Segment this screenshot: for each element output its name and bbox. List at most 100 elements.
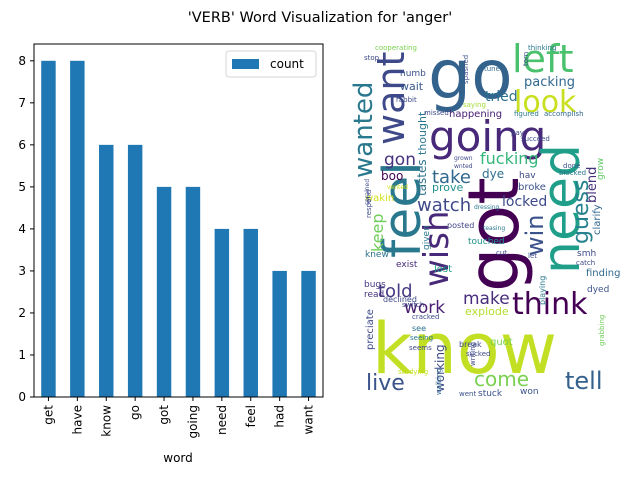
cloud-word-teasing: teasing bbox=[483, 225, 505, 232]
x-tick-label: get bbox=[41, 405, 55, 425]
cloud-word-know: know bbox=[372, 308, 557, 390]
cloud-word-seeing: seeing bbox=[410, 334, 433, 342]
cloud-word-make: make bbox=[463, 289, 510, 309]
cloud-word-stop: stop bbox=[364, 54, 380, 62]
cloud-word-finding: finding bbox=[586, 268, 620, 279]
cloud-word-blocked: blocked bbox=[559, 169, 586, 177]
cloud-word-lost: lost bbox=[434, 264, 452, 275]
cloud-word-sprained: sprained bbox=[364, 179, 371, 205]
cloud-word-tell: tell bbox=[565, 367, 603, 395]
cloud-word-missed: missed bbox=[424, 109, 449, 117]
y-tick-label: 3 bbox=[18, 264, 26, 278]
cloud-word-see: see bbox=[412, 324, 426, 333]
x-tick-label: go bbox=[128, 405, 142, 420]
bar-have bbox=[70, 60, 85, 398]
figure-title: 'VERB' Word Visualization for 'anger' bbox=[188, 10, 452, 26]
cloud-word-numb: numb bbox=[400, 69, 426, 79]
cloud-word-grown: grown bbox=[454, 155, 473, 162]
cloud-word-thinking: thinking bbox=[528, 44, 556, 52]
cloud-word-got: got bbox=[453, 177, 535, 292]
cloud-word-declined: declined bbox=[383, 295, 417, 304]
cloud-word-explode: explode bbox=[465, 305, 509, 318]
cloud-word-prove: prove bbox=[432, 181, 464, 194]
bar-know bbox=[99, 144, 114, 397]
cloud-word-vented: vented bbox=[387, 184, 408, 191]
cloud-word-left: left bbox=[512, 37, 574, 81]
bar-going bbox=[185, 186, 201, 397]
cloud-word-gon: gon bbox=[384, 150, 416, 170]
cloud-word-fucking: fucking bbox=[480, 149, 539, 168]
cloud-word-rabbit: rabbit bbox=[396, 96, 417, 104]
plot-frame bbox=[33, 43, 324, 398]
cloud-word-won: won bbox=[520, 387, 539, 397]
cloud-word-knew: knew bbox=[365, 250, 389, 260]
cloud-word-want: want bbox=[369, 52, 413, 145]
cloud-word-catch: catch bbox=[576, 259, 595, 267]
cloud-word-dye: dye bbox=[482, 167, 504, 181]
cloud-word-dressing: dressing bbox=[474, 204, 500, 211]
cloud-word-bugs: bugs bbox=[364, 280, 386, 290]
cloud-word-go: go bbox=[428, 36, 513, 115]
cloud-word-pay: pay bbox=[511, 129, 524, 137]
legend: count bbox=[225, 50, 317, 78]
bar-had bbox=[272, 270, 287, 397]
x-axis-label: word bbox=[163, 451, 193, 465]
y-tick-label: 4 bbox=[18, 222, 26, 236]
cloud-word-told: told bbox=[378, 281, 413, 302]
cloud-word-preciate: preciate bbox=[365, 309, 376, 350]
legend-frame bbox=[225, 50, 317, 78]
bar-need bbox=[214, 228, 230, 397]
cloud-word-break: break bbox=[459, 340, 482, 349]
x-tick-label: going bbox=[186, 405, 200, 439]
cloud-word-think: think bbox=[512, 287, 588, 322]
cloud-word-seems: seems bbox=[409, 344, 432, 352]
cloud-word-went: went bbox=[459, 390, 476, 398]
x-tick-label: had bbox=[273, 405, 287, 428]
cloud-word-stuck: stuck bbox=[478, 389, 503, 399]
x-tick-label: feel bbox=[244, 405, 258, 427]
legend-label: count bbox=[270, 57, 304, 71]
cloud-word-packing: packing bbox=[524, 75, 575, 90]
cloud-word-tune: tune bbox=[484, 65, 500, 73]
cloud-word-locked: locked bbox=[502, 194, 547, 210]
cloud-word-blend: blend bbox=[585, 167, 600, 203]
y-tick-label: 5 bbox=[18, 180, 26, 194]
cloud-word-feel: feel bbox=[373, 161, 433, 258]
cloud-word-saying: saying bbox=[463, 101, 486, 109]
bar-want bbox=[301, 270, 316, 397]
cloud-word-hav: hav bbox=[519, 171, 536, 181]
x-tick-label: want bbox=[302, 405, 316, 435]
y-tick-label: 7 bbox=[18, 96, 26, 110]
cloud-word-dyed: dyed bbox=[587, 285, 609, 295]
x-tick-label: have bbox=[70, 405, 84, 434]
x-tick-label: need bbox=[215, 405, 229, 435]
cloud-word-posted: posted bbox=[447, 221, 474, 230]
cloud-word-read: read bbox=[364, 290, 384, 300]
cloud-word-tastes: tastes bbox=[415, 159, 429, 196]
cloud-word-torn: torn bbox=[522, 52, 530, 66]
cloud-word-spashed: spashed bbox=[462, 55, 470, 84]
bar-got bbox=[156, 186, 172, 397]
cloud-word-smh: smh bbox=[577, 249, 596, 259]
bar-chart: 0 1 2 3 4 5 6 7 8 get have know go got going need feel h… bbox=[18, 43, 324, 465]
cloud-word-win: win bbox=[521, 214, 549, 256]
cloud-word-done: done bbox=[563, 162, 580, 170]
cloud-word-happening: happening bbox=[449, 109, 502, 120]
y-tick-label: 1 bbox=[18, 348, 26, 362]
cloud-word-keep: keep bbox=[368, 213, 387, 252]
cloud-word-look: look bbox=[514, 85, 577, 120]
y-tick-label: 6 bbox=[18, 138, 26, 152]
y-tick-label: 0 bbox=[18, 390, 26, 404]
cloud-word-accomplish: accomplish bbox=[544, 110, 584, 118]
cloud-word-given: given bbox=[422, 225, 432, 250]
cloud-word-going: going bbox=[429, 112, 546, 161]
cloud-word-respond: respond bbox=[365, 190, 373, 218]
cloud-word-succeed: succeed bbox=[521, 135, 550, 143]
cloud-word-cut: cut bbox=[496, 249, 507, 257]
cloud-word-broke: broke bbox=[518, 182, 546, 193]
cloud-word-grabbing: grabbing bbox=[598, 315, 606, 346]
cloud-word-switch: switch bbox=[402, 301, 424, 309]
cloud-word-working: working bbox=[433, 344, 447, 392]
